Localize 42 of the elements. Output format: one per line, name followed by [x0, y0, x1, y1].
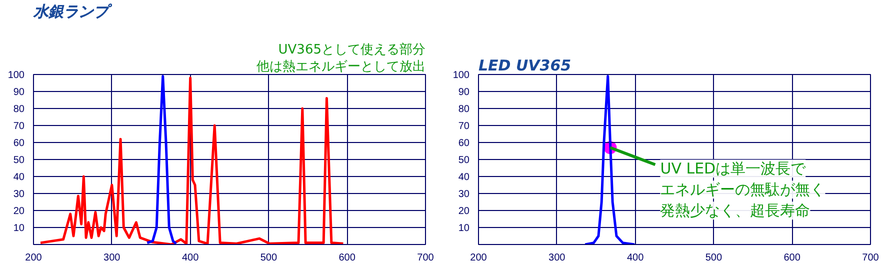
x-tick-label: 200: [470, 252, 488, 263]
line-series: [39, 76, 344, 244]
y-tick-label: 10: [13, 223, 25, 234]
x-tick-label: 500: [705, 252, 722, 263]
chart-title: 水銀ランプ: [32, 2, 112, 20]
y-tick-label: 30: [13, 189, 25, 200]
x-tick-label: 700: [862, 252, 880, 263]
annotation: エネルギーの無駄が無く: [660, 180, 826, 199]
y-tick-label: 70: [458, 121, 470, 132]
y-tick-label: 60: [458, 138, 470, 149]
line-series: [584, 74, 636, 244]
x-tick-label: 500: [260, 252, 278, 263]
y-tick-label: 100: [452, 70, 470, 81]
y-tick-label: 60: [13, 138, 25, 149]
y-tick-label: 90: [458, 87, 470, 98]
y-tick-label: 40: [13, 172, 25, 183]
annotation: 他は熱エネルギーとして放出: [256, 60, 426, 74]
y-tick-label: 50: [13, 155, 25, 166]
annotation: 発熱少なく、超長寿命: [660, 202, 810, 220]
x-tick-label: 400: [182, 252, 200, 263]
y-tick-label: 80: [13, 104, 25, 115]
y-tick-label: 80: [458, 104, 470, 115]
y-tick-label: 100: [8, 70, 25, 81]
y-tick-label: 20: [13, 206, 25, 217]
text: UV365として使える部分: [278, 42, 426, 58]
y-tick-label: 50: [458, 155, 470, 166]
y-tick-label: 40: [458, 172, 470, 183]
x-tick-label: 600: [784, 252, 801, 263]
x-tick-label: 300: [104, 252, 121, 263]
x-tick-label: 700: [417, 252, 434, 263]
y-tick-label: 70: [13, 121, 25, 132]
y-tick-label: 90: [13, 87, 25, 98]
annotation: UV LEDは単一波長で: [660, 160, 807, 178]
y-tick-label: 30: [458, 189, 470, 200]
x-tick-label: 200: [25, 252, 42, 263]
chart-title: LED UV365: [478, 56, 572, 74]
x-tick-label: 600: [338, 252, 356, 263]
y-tick-label: 10: [458, 223, 470, 234]
x-tick-label: 300: [548, 252, 566, 263]
x-tick-label: 400: [626, 252, 644, 263]
line-series: [146, 74, 178, 244]
y-tick-label: 20: [458, 206, 470, 217]
